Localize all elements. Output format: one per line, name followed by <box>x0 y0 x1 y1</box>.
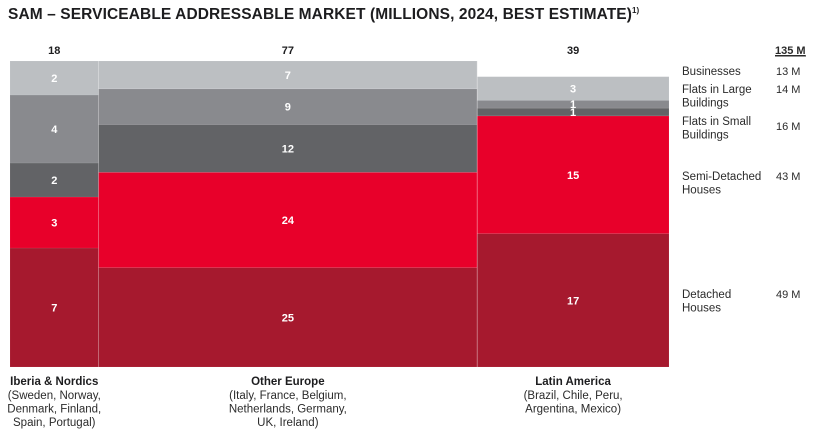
segment-businesses-1 <box>98 60 478 90</box>
region-countries-label: (Brazil, Chile, Peru, <box>524 390 623 402</box>
legend-value: 49 M <box>776 289 800 301</box>
legend-value: 14 M <box>776 84 800 96</box>
segment-value-label: 9 <box>285 102 291 114</box>
segment-detached-houses-0 <box>9 247 99 368</box>
segment-detached-houses-1 <box>98 267 478 368</box>
column-total-label: 18 <box>48 45 60 57</box>
segment-flats-in-small-buildings-1 <box>98 124 478 173</box>
segment-value-label: 3 <box>51 218 57 230</box>
segment-value-label: 4 <box>51 124 58 136</box>
segment-value-label: 3 <box>570 83 576 95</box>
segment-businesses-2 <box>476 76 670 101</box>
column-total-label: 39 <box>567 45 579 57</box>
legend-label-flats-in-large-buildings: Buildings <box>682 98 729 110</box>
region-countries-label: (Italy, France, Belgium, <box>229 390 346 402</box>
region-countries-label: Denmark, Finland, <box>7 404 101 416</box>
region-countries-label: Spain, Portugal) <box>13 417 96 429</box>
legend-value: 16 M <box>776 121 800 133</box>
segment-flats-in-large-buildings-0 <box>9 94 99 164</box>
grand-total-label: 135 M <box>775 45 806 57</box>
segment-value-label: 24 <box>282 215 295 227</box>
legend-label-semi-detached-houses: Semi-Detached <box>682 171 761 183</box>
region-name-label: Iberia & Nordics <box>10 376 98 388</box>
chart-title: SAM – SERVICEABLE ADDRESSABLE MARKET (MI… <box>8 6 640 24</box>
segment-value-label: 7 <box>285 70 291 82</box>
segment-flats-in-small-buildings-0 <box>9 162 99 198</box>
segment-flats-in-large-buildings-1 <box>98 88 478 125</box>
legend-label-detached-houses: Detached <box>682 289 731 301</box>
title-footnote: 1) <box>632 6 640 15</box>
segment-detached-houses-2 <box>476 233 670 368</box>
legend-value: 13 M <box>776 66 800 78</box>
legend-label-flats-in-small-buildings: Flats in Small <box>682 116 751 128</box>
segment-value-label: 1 <box>570 99 576 111</box>
legend-label-flats-in-large-buildings: Flats in Large <box>682 84 752 96</box>
region-countries-label: Netherlands, Germany, <box>229 404 347 416</box>
legend-label-detached-houses: Houses <box>682 303 721 315</box>
legend-value: 43 M <box>776 171 800 183</box>
segment-semi-detached-houses-1 <box>98 171 478 268</box>
segment-value-label: 1 <box>570 107 576 119</box>
region-countries-label: Argentina, Mexico) <box>525 404 621 416</box>
legend-label-flats-in-small-buildings: Buildings <box>682 130 729 142</box>
column-total-label: 77 <box>282 45 294 57</box>
segment-value-label: 2 <box>51 175 57 187</box>
segment-value-label: 25 <box>282 312 294 324</box>
segment-semi-detached-houses-2 <box>476 115 670 234</box>
region-name-label: Other Europe <box>251 376 324 388</box>
region-countries-label: (Sweden, Norway, <box>8 390 101 402</box>
region-countries-label: UK, Ireland) <box>257 417 319 429</box>
segment-value-label: 15 <box>567 170 579 182</box>
legend-label-businesses: Businesses <box>682 66 741 78</box>
legend-label-semi-detached-houses: Houses <box>682 185 721 197</box>
segment-value-label: 12 <box>282 143 294 155</box>
segment-value-label: 17 <box>567 295 579 307</box>
region-name-label: Latin America <box>535 376 611 388</box>
segment-value-label: 2 <box>51 73 57 85</box>
segment-value-label: 7 <box>51 303 57 315</box>
